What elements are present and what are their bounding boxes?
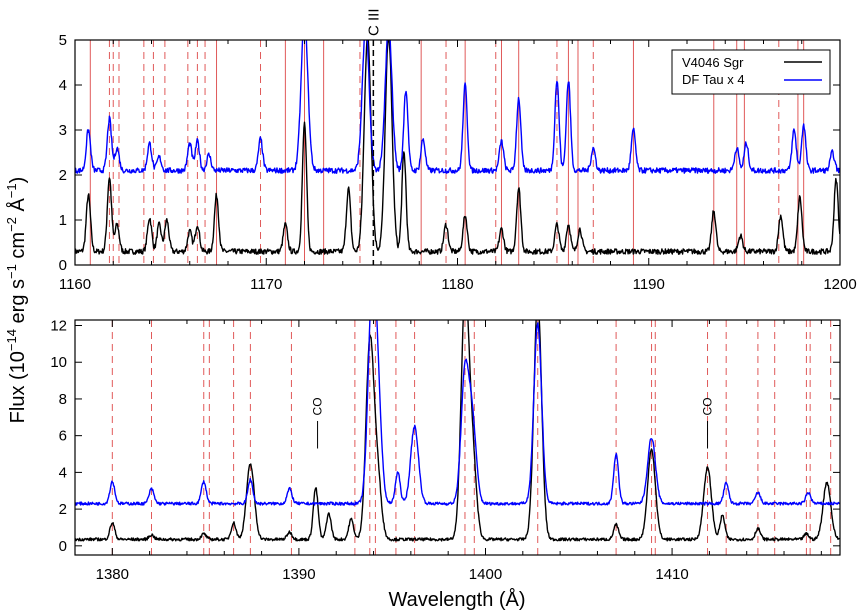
y-tick-label: 4	[59, 464, 67, 481]
c-iii-label: C III	[365, 8, 382, 36]
y-tick-label: 0	[59, 257, 67, 274]
y-tick-label: 1	[59, 212, 67, 229]
x-tick-label: 1410	[655, 566, 688, 583]
bottom-series-group	[75, 320, 840, 542]
co-label: CO	[311, 397, 325, 415]
y-tick-label: 5	[59, 32, 67, 49]
y-tick-label: 3	[59, 122, 67, 139]
x-tick-label: 1400	[469, 566, 502, 583]
y-axis-label: Flux (10−14 erg s−1 cm−2 Å−1)	[4, 177, 29, 424]
bottom-axis-frame	[74, 319, 841, 556]
x-tick-label: 1190	[633, 276, 665, 293]
top-panel: C III 1160 1170 1180 1190 1200 0 1 2 3 4 5 V4046 S…	[59, 8, 857, 293]
bottom-axis-ticks: 1380 1390 1400 1410 0 2 4 6 8 10 12	[50, 318, 840, 583]
top-axis-ticks: 1160 1170 1180 1190 1200 0 1 2 3 4 5	[59, 32, 857, 293]
legend-label-v4046: V4046 Sgr	[682, 55, 744, 70]
y-tick-label: 4	[59, 77, 67, 94]
legend: V4046 Sgr DF Tau x 4	[671, 49, 831, 95]
y-tick-label: 8	[59, 391, 67, 408]
x-axis-label: Wavelength (Å)	[388, 588, 525, 611]
bottom-panel: CO CO 1380 1390 1400 1410 0 2 4 6 8 10 12	[50, 318, 841, 583]
top-series-group	[75, 40, 840, 255]
x-tick-label: 1180	[441, 276, 473, 293]
bottom-reference-lines	[111, 320, 832, 555]
x-tick-label: 1170	[250, 276, 282, 293]
x-tick-label: 1390	[282, 566, 315, 583]
x-tick-label: 1380	[96, 566, 129, 583]
y-tick-label: 10	[50, 354, 67, 371]
series-line-df-tau	[75, 40, 840, 174]
x-tick-label: 1160	[59, 276, 91, 293]
y-tick-label: 2	[59, 501, 67, 518]
co-label: CO	[701, 397, 715, 415]
y-tick-label: 2	[59, 167, 67, 184]
y-tick-label: 0	[59, 538, 67, 555]
top-reference-lines	[89, 40, 805, 265]
y-tick-label: 6	[59, 428, 67, 445]
legend-label-dftau: DF Tau x 4	[682, 72, 745, 87]
series-line-df-tau	[75, 320, 840, 506]
co-annotations: CO CO	[311, 397, 715, 449]
legend-box	[671, 49, 831, 95]
series-line-v4046-sgr	[75, 40, 840, 255]
x-tick-label: 1200	[823, 276, 856, 293]
y-tick-label: 12	[50, 318, 67, 335]
